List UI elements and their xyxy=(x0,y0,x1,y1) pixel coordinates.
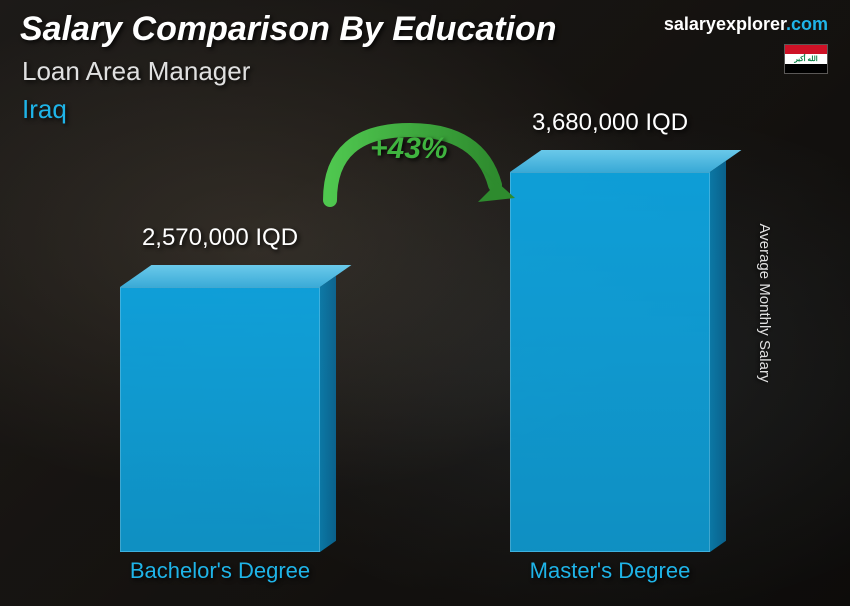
flag-stripe-white: الله أكبر xyxy=(785,54,827,63)
x-axis-label-masters: Master's Degree xyxy=(480,558,740,584)
bar-front-face xyxy=(120,287,320,552)
iraq-flag-icon: الله أكبر xyxy=(784,44,828,74)
bar-front-face xyxy=(510,172,710,552)
bar-value-label: 2,570,000 IQD xyxy=(120,224,320,252)
increase-arrow-icon xyxy=(300,110,520,230)
bar-side-face xyxy=(320,276,336,552)
bar-value-label: 3,680,000 IQD xyxy=(490,109,730,137)
bar-masters: 3,680,000 IQD xyxy=(510,172,710,552)
brand-suffix: .com xyxy=(786,14,828,34)
x-axis-label-bachelors: Bachelor's Degree xyxy=(90,558,350,584)
bar-top-face xyxy=(510,150,741,172)
country-label: Iraq xyxy=(22,94,67,125)
brand-logo: salaryexplorer.com xyxy=(664,14,828,35)
chart-container: Salary Comparison By Education Loan Area… xyxy=(0,0,850,606)
job-subtitle: Loan Area Manager xyxy=(22,56,250,87)
bar-side-face xyxy=(710,161,726,552)
brand-name: salaryexplorer xyxy=(664,14,786,34)
percent-increase-badge: +43% xyxy=(370,132,448,166)
bar-top-face xyxy=(120,265,351,287)
flag-stripe-red xyxy=(785,45,827,54)
flag-stripe-black xyxy=(785,64,827,73)
bar-bachelors: 2,570,000 IQD xyxy=(120,287,320,552)
page-title: Salary Comparison By Education xyxy=(20,10,557,49)
